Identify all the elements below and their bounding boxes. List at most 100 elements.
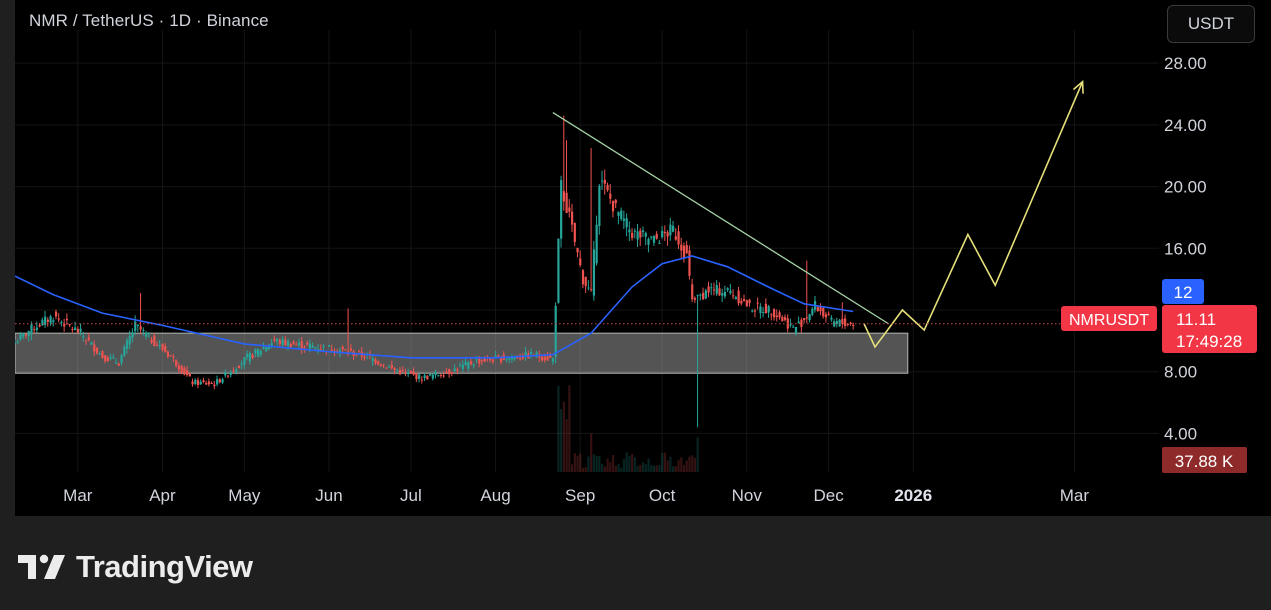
candle	[248, 351, 252, 365]
brand-logo[interactable]: TradingView	[18, 549, 253, 585]
candle	[112, 353, 115, 360]
candle-body	[254, 349, 257, 354]
countdown-label: 17:49:28	[1176, 332, 1242, 351]
candle	[508, 357, 511, 364]
candle-body	[565, 192, 568, 213]
candle-body	[478, 358, 481, 364]
chart-panel[interactable]: 4.00 8.00 16.00 20.00 24.00 28.00 Mar Apr May Jun…	[15, 0, 1271, 516]
candle	[762, 306, 765, 318]
candle	[289, 342, 292, 348]
candle	[24, 332, 28, 339]
candle	[254, 348, 257, 358]
candle-body	[101, 351, 104, 358]
candle-body	[756, 302, 759, 304]
candle-body	[175, 360, 178, 366]
candle-body	[248, 352, 252, 362]
candle-body	[549, 355, 552, 358]
candle-body	[737, 290, 740, 304]
candle	[207, 378, 211, 387]
candle-body	[76, 328, 79, 333]
candle	[781, 315, 784, 322]
candle	[147, 332, 150, 338]
candle	[849, 321, 852, 326]
candle	[767, 304, 770, 318]
candle	[622, 210, 626, 229]
candle-body	[803, 318, 806, 321]
candle-body	[374, 359, 377, 364]
candle	[680, 237, 683, 259]
candle	[19, 332, 22, 341]
candle-body	[792, 326, 795, 328]
candle	[221, 377, 224, 385]
candle-body	[475, 359, 478, 361]
candle	[278, 337, 282, 347]
candle-body	[273, 339, 276, 341]
candle-body	[726, 288, 729, 291]
candle-body	[431, 374, 434, 379]
candle-body	[696, 295, 699, 297]
candle-body	[120, 355, 123, 363]
candle	[661, 225, 664, 239]
candle	[210, 381, 213, 385]
volume-bar	[641, 462, 645, 472]
volume-bar	[669, 456, 672, 472]
candle	[805, 260, 808, 324]
candle	[123, 344, 126, 357]
candle	[803, 318, 806, 323]
candle-body	[442, 375, 445, 377]
candle	[704, 288, 707, 300]
y-tick-label: 20.00	[1164, 178, 1207, 197]
candle	[732, 289, 735, 300]
candle-body	[82, 336, 85, 338]
candle	[374, 357, 377, 366]
candle	[76, 326, 79, 334]
price-chart[interactable]: 4.00 8.00 16.00 20.00 24.00 28.00 Mar Apr May Jun…	[15, 0, 1271, 516]
candle-body	[494, 355, 497, 358]
candle-body	[423, 375, 426, 379]
candle-body	[682, 245, 686, 258]
candle	[844, 314, 847, 329]
candle	[398, 367, 402, 376]
candle	[183, 365, 186, 376]
candle	[674, 228, 677, 241]
candle	[224, 369, 227, 378]
candle-body	[658, 242, 661, 244]
candle-body	[377, 361, 380, 365]
candle	[265, 346, 268, 352]
candle-body	[570, 211, 574, 225]
candle	[175, 359, 178, 368]
candle	[196, 377, 200, 389]
candle-body	[322, 345, 325, 347]
candle	[658, 240, 661, 245]
volume-bar	[570, 464, 574, 472]
candle-body	[464, 361, 467, 366]
candle-body	[147, 332, 150, 334]
candle	[715, 280, 718, 296]
candle	[723, 285, 727, 299]
candle-body	[625, 218, 628, 228]
candle	[177, 362, 181, 374]
volume-bar	[696, 437, 699, 472]
candle-body	[355, 354, 358, 356]
candle-body	[543, 356, 546, 361]
volume-bar	[625, 452, 628, 472]
candle-body	[748, 299, 751, 303]
currency-button[interactable]: USDT	[1167, 5, 1255, 43]
candle-body	[603, 179, 606, 184]
candle	[852, 322, 855, 330]
candle	[841, 302, 844, 329]
candle-body	[439, 374, 443, 376]
candle	[652, 235, 656, 246]
moving-average-line	[15, 255, 854, 359]
candle-body	[401, 370, 404, 372]
candle	[218, 377, 221, 384]
candle-body	[554, 305, 557, 357]
candle	[439, 373, 443, 379]
candle-body	[852, 325, 855, 327]
candle-body	[759, 306, 762, 314]
volume-bar	[685, 460, 688, 472]
candle-body	[568, 207, 571, 212]
candle-body	[846, 324, 849, 326]
candle-body	[647, 238, 650, 245]
x-tick-label: Nov	[732, 486, 763, 505]
